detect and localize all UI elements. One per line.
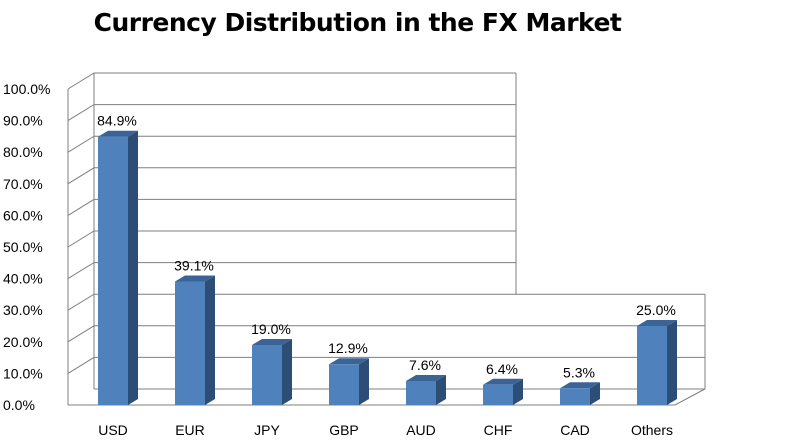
y-tick-label: 60.0% (3, 207, 43, 223)
x-tick-label: CAD (560, 422, 590, 438)
x-tick-label: CHF (484, 422, 513, 438)
x-tick-label: Others (631, 422, 673, 438)
data-label: 25.0% (636, 302, 676, 318)
bar-side (205, 275, 215, 405)
y-tick-label: 20.0% (3, 334, 43, 350)
bar-side (513, 378, 523, 405)
data-label: 39.1% (174, 257, 214, 273)
gridline (67, 167, 516, 185)
y-tick-label: 30.0% (3, 302, 43, 318)
y-tick-label: 100.0% (3, 81, 50, 97)
bar-front (560, 388, 590, 405)
bar-side (359, 358, 369, 405)
bar-side (282, 338, 292, 405)
bar-front (329, 364, 359, 405)
bar-front (98, 136, 128, 405)
gridline (67, 356, 705, 374)
x-tick-label: EUR (175, 422, 205, 438)
gridline (67, 72, 516, 90)
bar-top (98, 130, 138, 137)
bar (175, 275, 215, 405)
gridline (67, 293, 705, 311)
data-label: 6.4% (486, 361, 518, 377)
chart-title: Currency Distribution in the FX Market (93, 8, 622, 37)
bar-side (590, 382, 600, 405)
y-tick-label: 0.0% (3, 397, 35, 413)
x-tick-label: JPY (254, 422, 280, 438)
bar-top (483, 378, 523, 385)
bar-front (637, 326, 667, 405)
data-label: 84.9% (97, 113, 137, 129)
bar (560, 382, 600, 405)
bar (406, 374, 446, 405)
y-tick-label: 50.0% (3, 239, 43, 255)
bar (483, 378, 523, 405)
bar-side (128, 130, 138, 405)
y-tick-label: 90.0% (3, 113, 43, 129)
x-tick-label: AUD (406, 422, 436, 438)
data-label: 5.3% (563, 364, 595, 380)
gridline (67, 104, 516, 122)
gridlines (67, 72, 705, 374)
data-label: 12.9% (328, 340, 368, 356)
data-label: 7.6% (409, 357, 441, 373)
x-tick-label: USD (98, 422, 128, 438)
bar-front (175, 281, 205, 405)
x-axis-categories: USD EUR JPY GBP AUD CHF CAD Others (98, 422, 673, 438)
gridline (67, 325, 705, 343)
bar-top (175, 275, 215, 282)
gridline (67, 230, 516, 248)
gridline (67, 198, 516, 216)
gridline (67, 135, 516, 153)
y-tick-label: 70.0% (3, 176, 43, 192)
bar (329, 358, 369, 405)
y-tick-label: 40.0% (3, 271, 43, 287)
bar-top (560, 382, 600, 389)
bar-front (406, 380, 436, 405)
bar-front (252, 344, 282, 405)
bar-front (483, 384, 513, 405)
chart-walls (67, 73, 706, 406)
bar-top (637, 320, 677, 326)
bar-top (252, 338, 292, 345)
bar (637, 320, 677, 405)
data-labels: 84.9% 39.1% 19.0% 12.9% 7.6% 6.4% 5.3% 25.0% (97, 113, 676, 381)
y-axis-ticks: 0.0% 10.0% 20.0% 30.0% 40.0% 50.0% 60.0% 70.0% 8… (3, 81, 50, 413)
bar-side (667, 320, 677, 405)
bar-side (436, 374, 446, 405)
bar-top (329, 358, 369, 365)
x-tick-label: GBP (329, 422, 359, 438)
bars (98, 130, 677, 405)
data-label: 19.0% (251, 321, 291, 337)
gridline (67, 262, 516, 280)
bar-top (406, 374, 446, 381)
floor (68, 388, 706, 406)
y-tick-label: 80.0% (3, 144, 43, 160)
bar (252, 338, 292, 405)
y-tick-label: 10.0% (3, 365, 43, 381)
bar (98, 130, 138, 405)
